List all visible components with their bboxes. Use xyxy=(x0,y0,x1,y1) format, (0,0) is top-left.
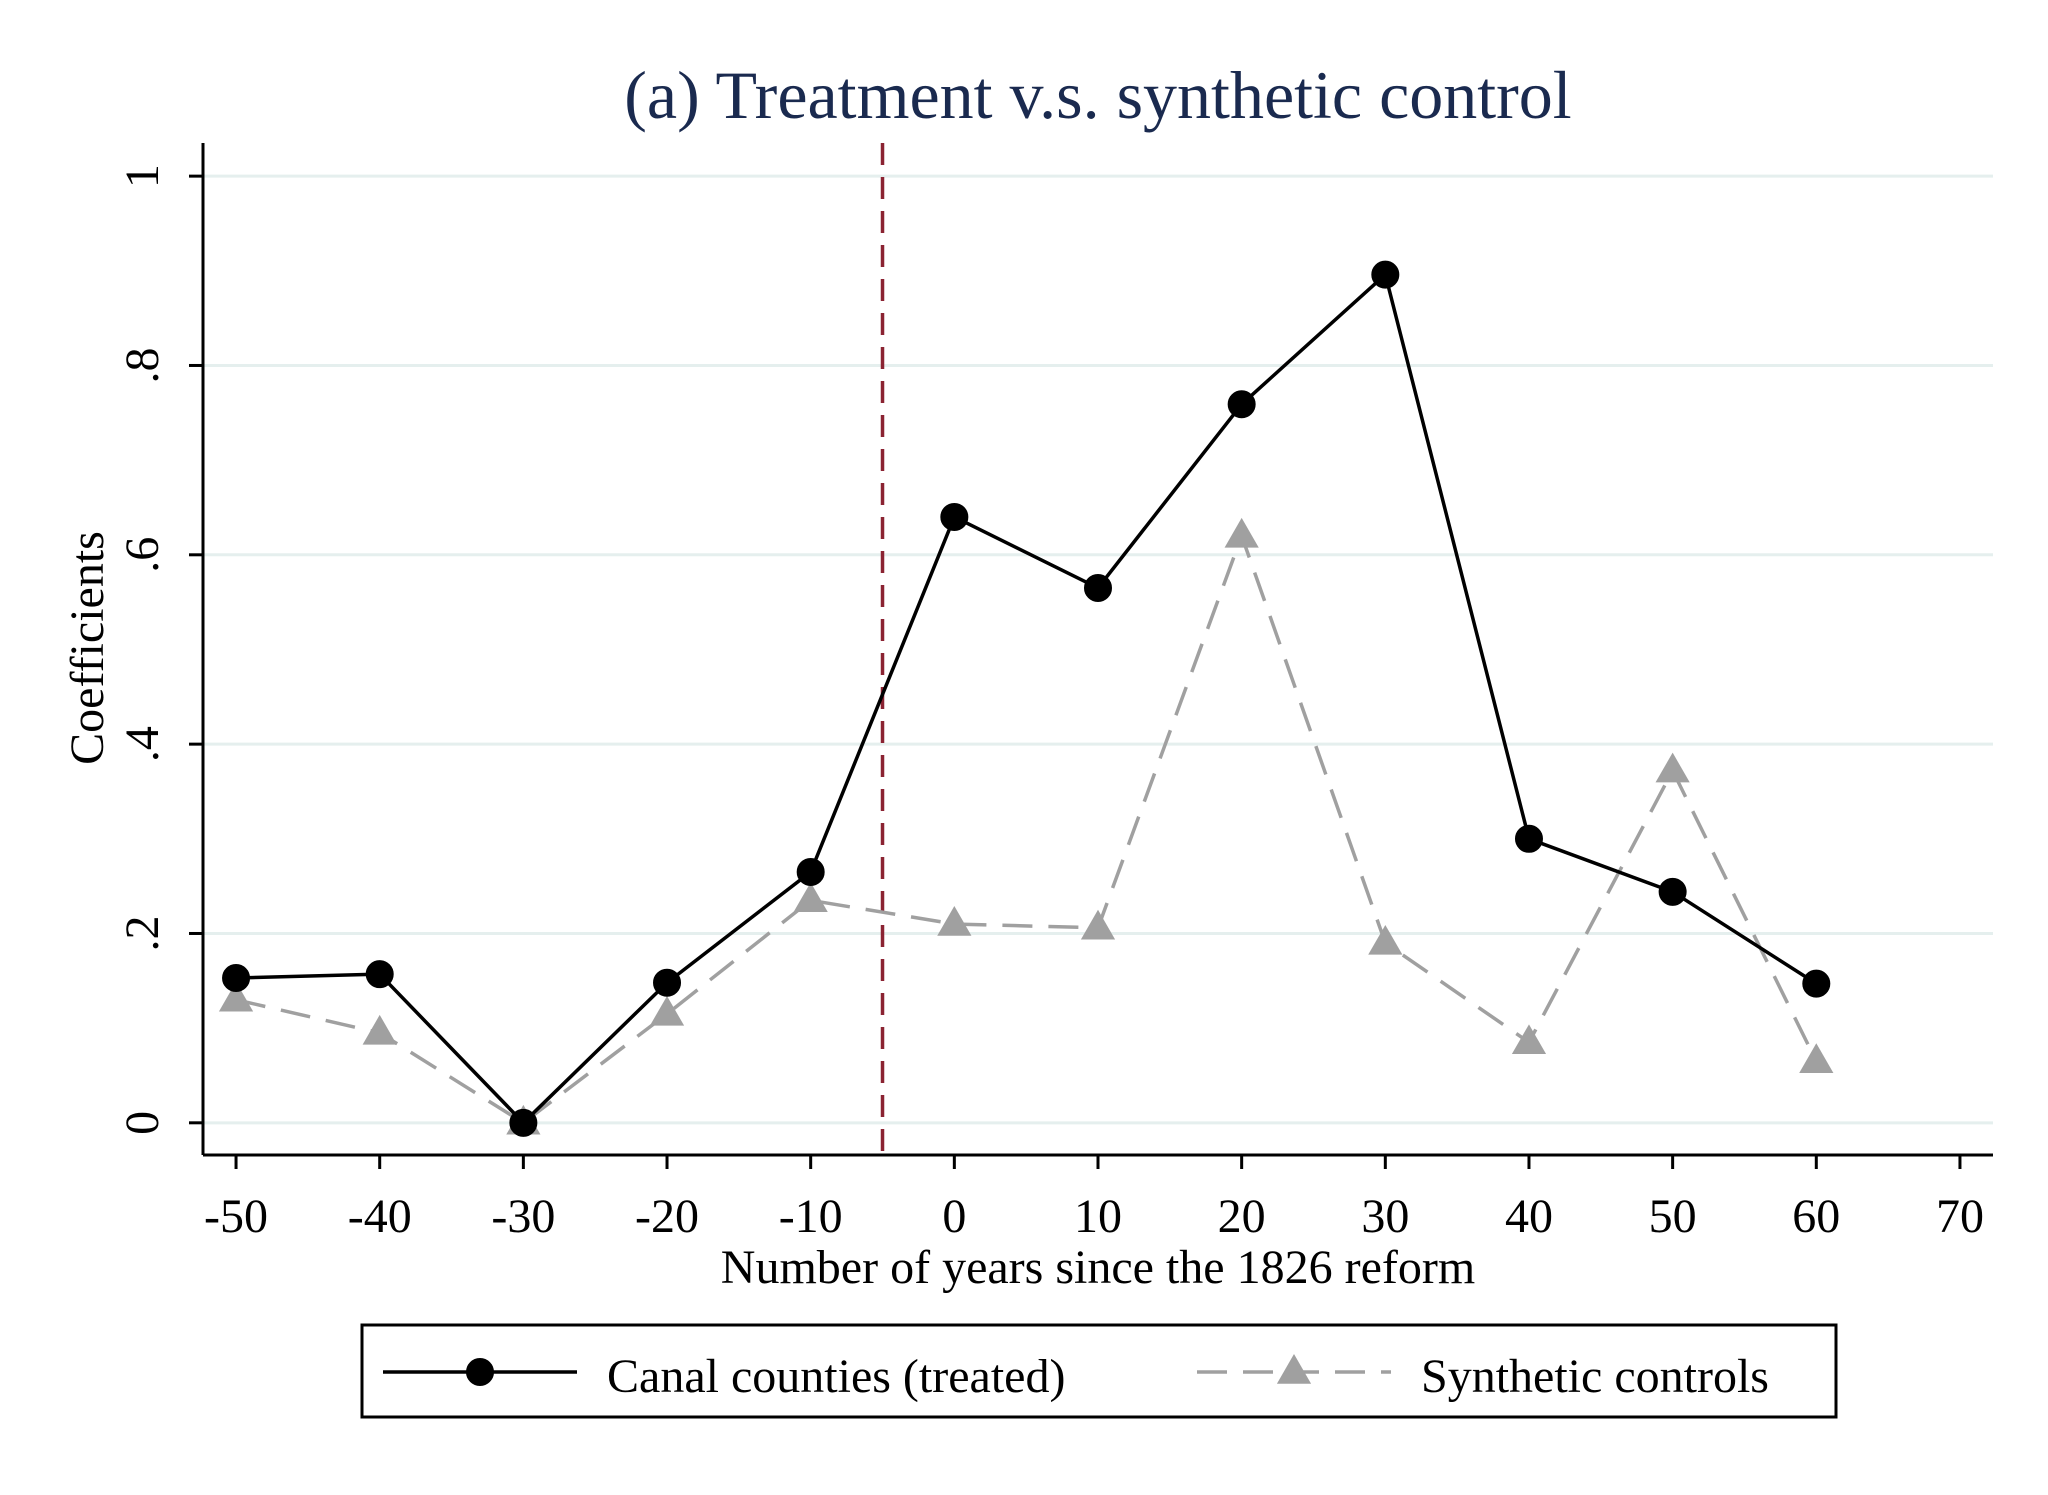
synthetic-point-8 xyxy=(1368,924,1403,955)
synthetic-point-7 xyxy=(1224,517,1259,548)
treated-point-6 xyxy=(1084,573,1112,602)
y-tick-label-4: .8 xyxy=(116,347,169,383)
synthetic-point-10 xyxy=(1655,752,1690,783)
x-tick-label-7: 20 xyxy=(1218,1190,1266,1243)
legend-items xyxy=(383,1354,1391,1386)
synthetic-point-0 xyxy=(218,981,254,1012)
treated-point-7 xyxy=(1227,390,1256,419)
synthetic-point-9 xyxy=(1511,1024,1547,1055)
legend-box xyxy=(360,1323,1838,1419)
treated-point-4 xyxy=(796,857,825,886)
y-tick-label-5: 1 xyxy=(116,164,169,188)
legend: Canal counties (treated) Synthetic contr… xyxy=(360,1323,1838,1419)
series-line-treated xyxy=(235,272,1818,1125)
legend-marker-treated xyxy=(466,1358,494,1386)
series-line-synthetic xyxy=(235,534,1818,1125)
x-axis-title: Number of years since the 1826 reform xyxy=(721,1241,1475,1294)
chart-title: (a) Treatment v.s. synthetic control xyxy=(624,57,1571,133)
series-layer xyxy=(218,260,1834,1137)
x-tick-label-6: 10 xyxy=(1074,1190,1122,1243)
x-tick-label-5: 0 xyxy=(942,1190,966,1243)
synthetic-point-1 xyxy=(362,1014,397,1045)
treated-point-0 xyxy=(222,963,251,992)
synthetic-point-11 xyxy=(1799,1043,1834,1073)
x-tick-label-12: 70 xyxy=(1936,1190,1984,1243)
treated-point-10 xyxy=(1658,877,1687,906)
series-treated xyxy=(222,260,1831,1137)
x-tick-label-4: -10 xyxy=(779,1190,843,1243)
synthetic-point-4 xyxy=(793,882,828,913)
axis-layer: 0 .2 .4 .6 .8 1 -50 -40 -30 -20 -10 0 10 20 30 40 50 60 70 xyxy=(116,143,1993,1243)
synthetic-point-3 xyxy=(649,995,685,1026)
x-tick-label-9: 40 xyxy=(1505,1190,1553,1243)
x-tick-label-3: -20 xyxy=(635,1190,699,1243)
treated-point-11 xyxy=(1802,969,1831,998)
y-axis-title: Coefficients xyxy=(61,531,114,765)
y-tick-label-3: .6 xyxy=(116,537,169,573)
treated-point-3 xyxy=(653,968,682,997)
treated-point-8 xyxy=(1371,260,1400,289)
legend-label-synthetic: Synthetic controls xyxy=(1421,1350,1769,1403)
series-synthetic xyxy=(218,517,1834,1135)
x-tick-label-10: 50 xyxy=(1649,1190,1697,1243)
treated-point-5 xyxy=(940,502,969,531)
y-tick-label-2: .4 xyxy=(116,726,169,762)
legend-marker-synthetic xyxy=(1276,1354,1312,1384)
x-tick-label-8: 30 xyxy=(1361,1190,1409,1243)
x-tick-label-0: -50 xyxy=(204,1190,268,1243)
x-tick-label-2: -30 xyxy=(491,1190,555,1243)
treated-point-9 xyxy=(1514,824,1543,853)
treated-point-1 xyxy=(365,960,394,989)
x-tick-label-1: -40 xyxy=(348,1190,412,1243)
legend-label-treated: Canal counties (treated) xyxy=(607,1350,1065,1403)
y-tick-label-1: .2 xyxy=(116,915,169,951)
x-tick-label-11: 60 xyxy=(1792,1190,1840,1243)
treated-point-2 xyxy=(509,1108,538,1137)
synthetic-point-6 xyxy=(1080,909,1116,940)
synthetic-point-5 xyxy=(937,906,972,936)
y-tick-label-0: 0 xyxy=(116,1111,169,1135)
